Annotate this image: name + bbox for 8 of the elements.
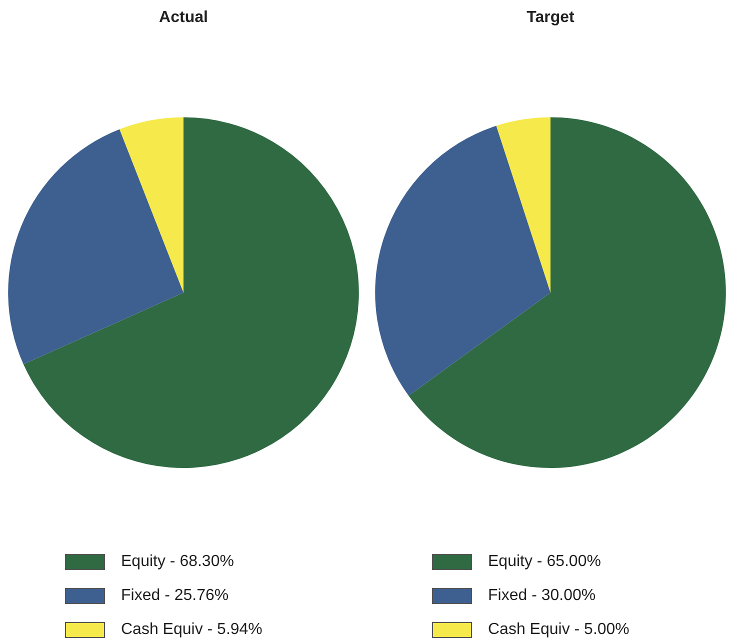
chart-title: Actual: [159, 9, 208, 26]
legend-label: Cash Equiv - 5.94%: [121, 621, 262, 639]
legend-label: Fixed - 25.76%: [121, 587, 229, 605]
legend-label: Fixed - 30.00%: [488, 587, 596, 605]
legend-label: Equity - 68.30%: [121, 553, 234, 571]
legend-label: Cash Equiv - 5.00%: [488, 621, 630, 639]
chart-title: Target: [526, 9, 576, 26]
legend-label: Equity - 65.00%: [488, 553, 601, 571]
